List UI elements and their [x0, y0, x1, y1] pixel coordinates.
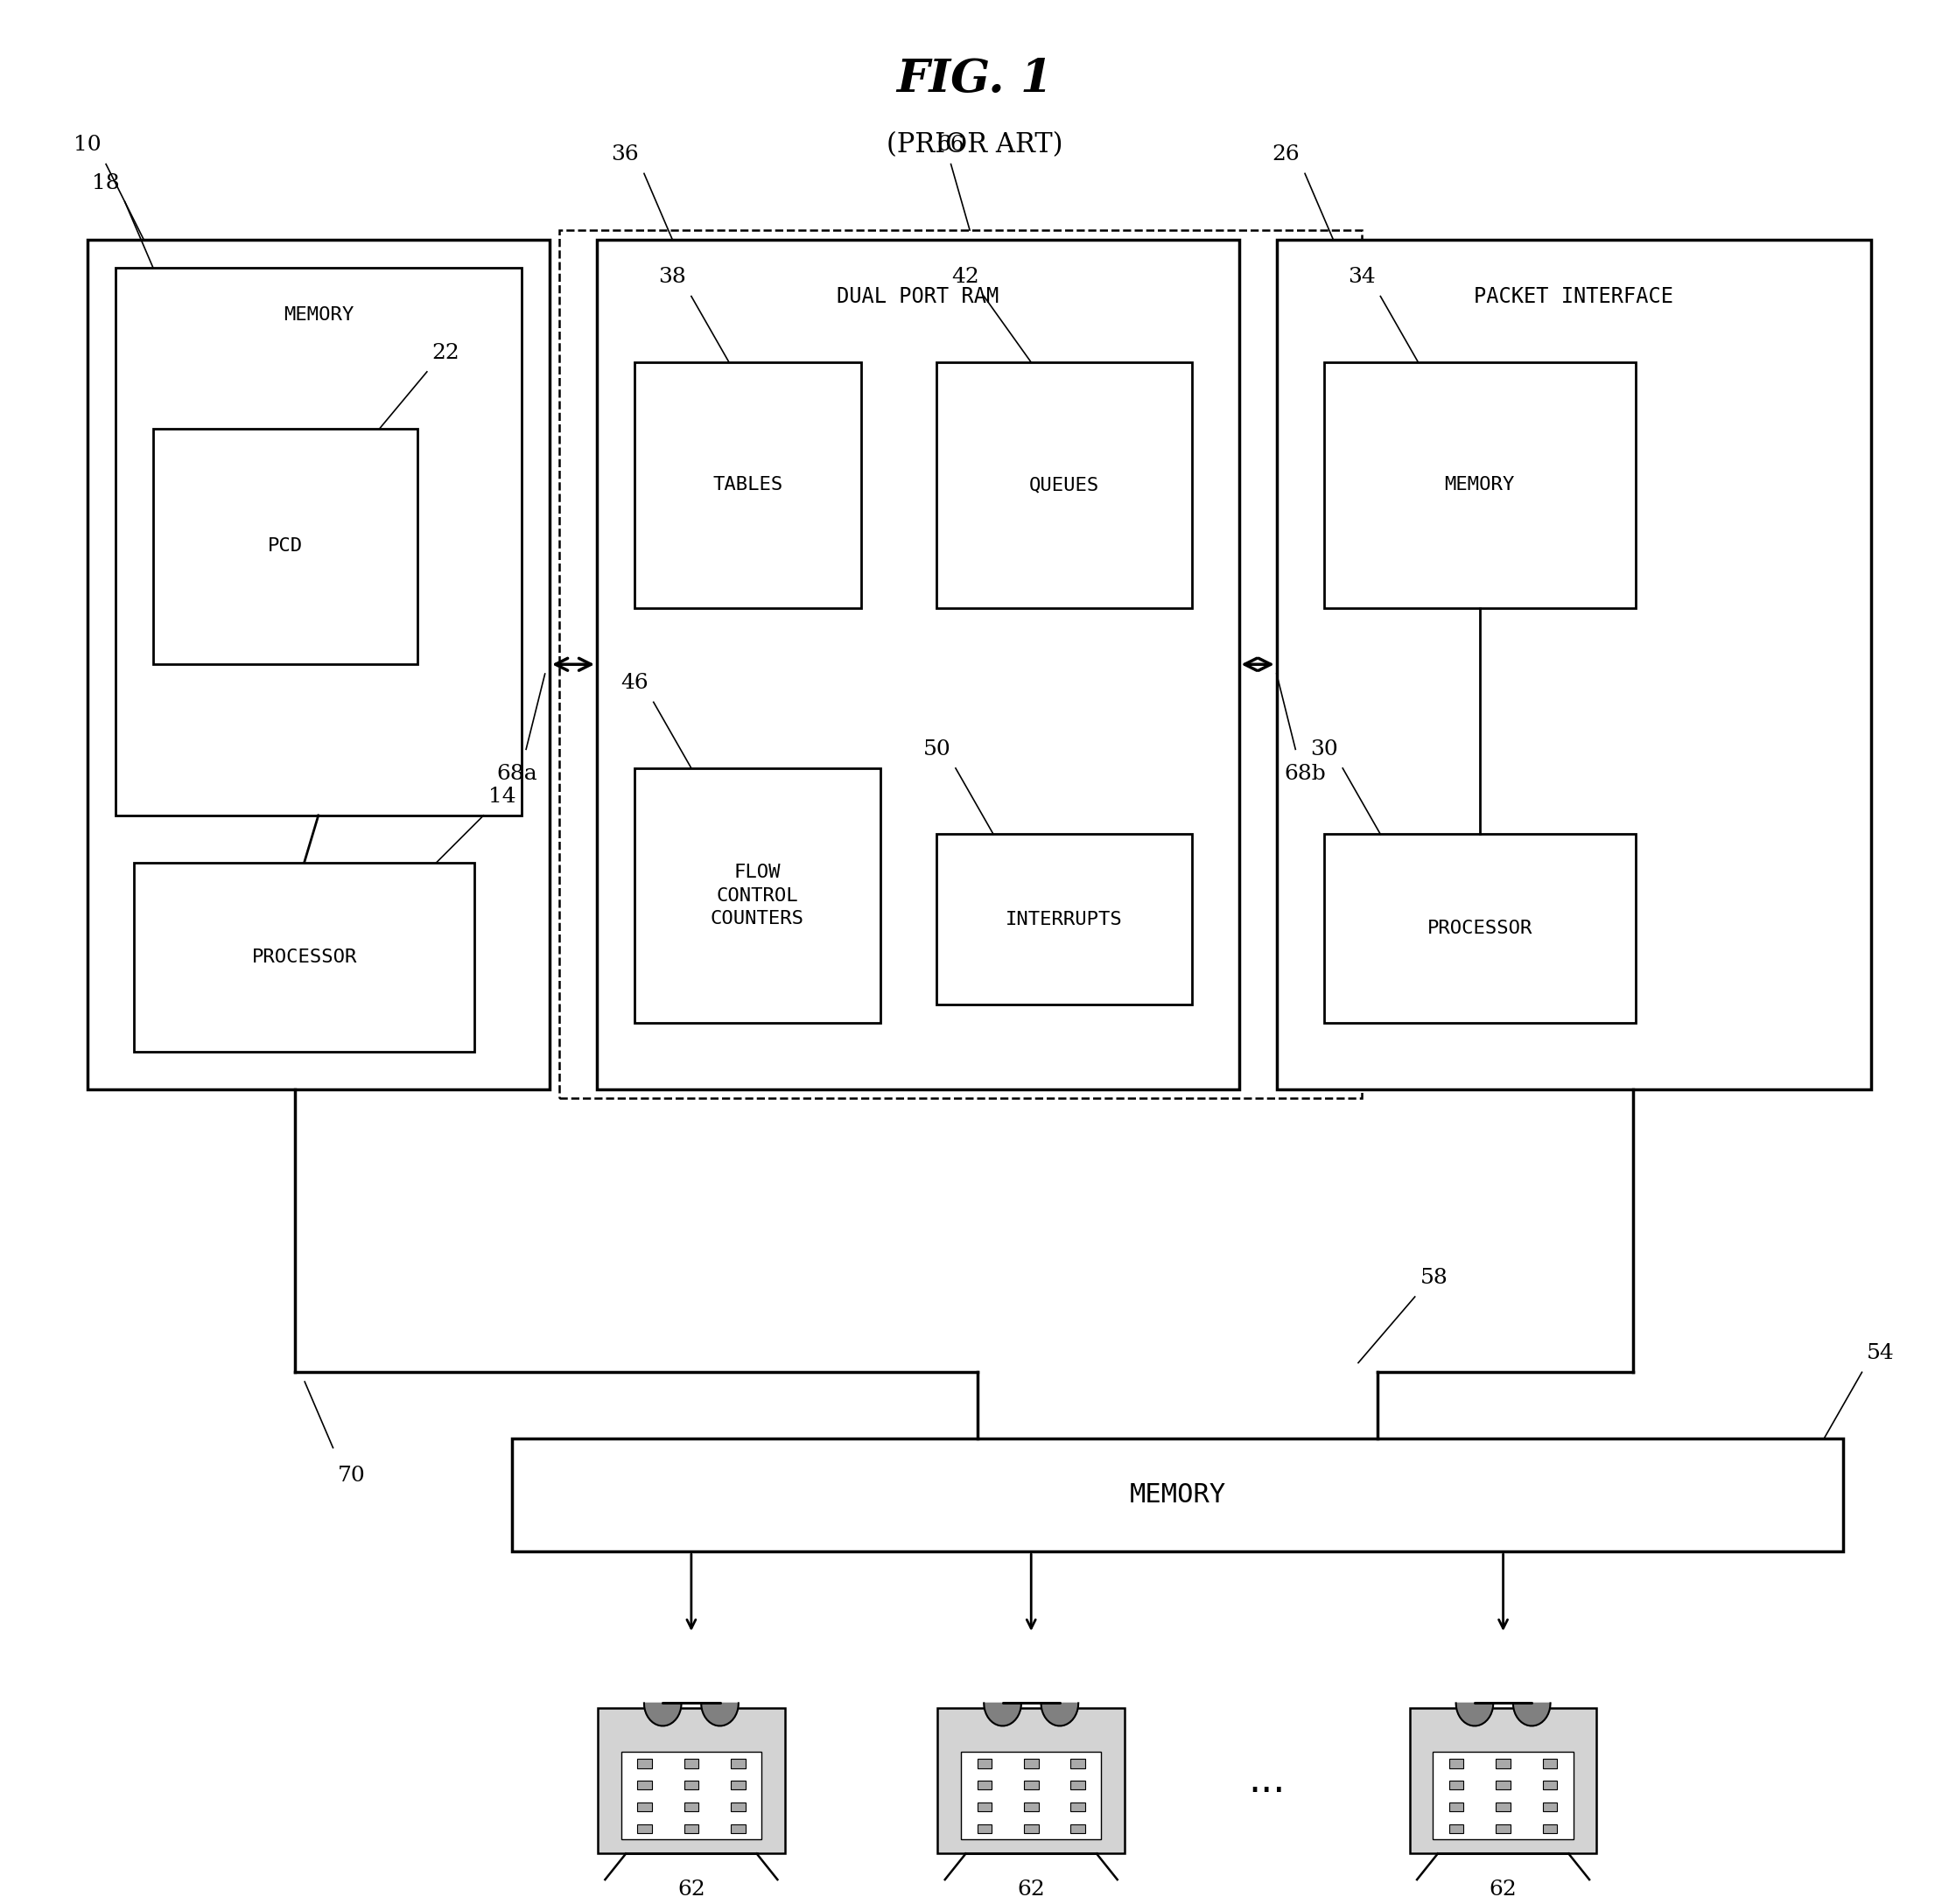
- Bar: [596, 240, 1240, 1089]
- Bar: [559, 230, 1362, 1099]
- Text: MEMORY: MEMORY: [283, 307, 353, 324]
- Bar: [1070, 1780, 1086, 1790]
- Bar: [731, 1759, 745, 1769]
- Text: 36: 36: [612, 145, 639, 166]
- Bar: [88, 240, 550, 1089]
- Text: DUAL PORT RAM: DUAL PORT RAM: [836, 286, 1000, 307]
- Bar: [1023, 1780, 1039, 1790]
- Bar: [976, 1824, 992, 1834]
- Bar: [1450, 1759, 1464, 1769]
- Text: 68b: 68b: [1284, 764, 1325, 784]
- Text: 42: 42: [951, 267, 978, 288]
- Bar: [598, 1708, 785, 1854]
- Text: 14: 14: [489, 786, 516, 807]
- Text: 66: 66: [937, 135, 965, 156]
- Text: 54: 54: [1867, 1344, 1894, 1363]
- Bar: [115, 268, 520, 815]
- Bar: [1023, 1759, 1039, 1769]
- Bar: [1497, 1780, 1510, 1790]
- Text: FLOW
CONTROL
COUNTERS: FLOW CONTROL COUNTERS: [711, 864, 805, 927]
- Text: TABLES: TABLES: [713, 476, 783, 493]
- Bar: [976, 1759, 992, 1769]
- Text: 46: 46: [620, 674, 649, 693]
- Polygon shape: [1041, 1702, 1078, 1725]
- Bar: [1409, 1708, 1596, 1854]
- Bar: [1542, 1780, 1557, 1790]
- Text: 62: 62: [678, 1879, 706, 1900]
- Text: (PRIOR ART): (PRIOR ART): [887, 131, 1062, 158]
- Bar: [1542, 1759, 1557, 1769]
- Text: 22: 22: [433, 343, 460, 364]
- Bar: [1323, 834, 1635, 1022]
- Bar: [1497, 1759, 1510, 1769]
- Bar: [1542, 1803, 1557, 1811]
- Text: 70: 70: [337, 1466, 366, 1487]
- Bar: [637, 1803, 651, 1811]
- Bar: [637, 1824, 651, 1834]
- Bar: [976, 1803, 992, 1811]
- Text: 62: 62: [1489, 1879, 1516, 1900]
- Polygon shape: [984, 1702, 1021, 1725]
- Bar: [1070, 1803, 1086, 1811]
- Text: PROCESSOR: PROCESSOR: [1427, 920, 1532, 937]
- Text: MEMORY: MEMORY: [1128, 1483, 1226, 1508]
- Text: MEMORY: MEMORY: [1444, 476, 1514, 493]
- Text: 50: 50: [922, 739, 951, 760]
- Bar: [937, 362, 1191, 607]
- Bar: [1497, 1824, 1510, 1834]
- Text: 10: 10: [74, 135, 101, 156]
- Bar: [637, 1759, 651, 1769]
- Bar: [1450, 1824, 1464, 1834]
- Text: INTERRUPTS: INTERRUPTS: [1006, 910, 1123, 927]
- Text: FIG. 1: FIG. 1: [897, 57, 1052, 101]
- Bar: [635, 767, 881, 1022]
- Bar: [731, 1780, 745, 1790]
- Bar: [684, 1803, 698, 1811]
- Text: 38: 38: [659, 267, 686, 288]
- Polygon shape: [1456, 1702, 1493, 1725]
- Bar: [731, 1803, 745, 1811]
- Bar: [976, 1780, 992, 1790]
- Text: PCD: PCD: [267, 537, 302, 556]
- Bar: [1023, 1824, 1039, 1834]
- Bar: [1070, 1824, 1086, 1834]
- Bar: [154, 428, 417, 664]
- Bar: [513, 1438, 1844, 1552]
- Bar: [1433, 1752, 1573, 1839]
- Text: 58: 58: [1421, 1268, 1448, 1287]
- Bar: [134, 863, 474, 1051]
- Bar: [1450, 1780, 1464, 1790]
- Text: 18: 18: [92, 173, 119, 192]
- Text: 68a: 68a: [497, 764, 538, 784]
- Bar: [961, 1752, 1101, 1839]
- Bar: [1070, 1759, 1086, 1769]
- Polygon shape: [643, 1702, 682, 1725]
- Bar: [1023, 1803, 1039, 1811]
- Text: 34: 34: [1347, 267, 1376, 288]
- Text: PROCESSOR: PROCESSOR: [251, 948, 357, 965]
- Bar: [1277, 240, 1871, 1089]
- Bar: [1542, 1824, 1557, 1834]
- Text: 26: 26: [1273, 145, 1300, 166]
- Bar: [684, 1824, 698, 1834]
- Bar: [731, 1824, 745, 1834]
- Bar: [937, 834, 1191, 1003]
- Text: 30: 30: [1310, 739, 1337, 760]
- Bar: [1450, 1803, 1464, 1811]
- Polygon shape: [702, 1702, 739, 1725]
- Bar: [637, 1780, 651, 1790]
- Bar: [622, 1752, 762, 1839]
- Bar: [937, 1708, 1125, 1854]
- Text: ...: ...: [1249, 1761, 1286, 1799]
- Bar: [635, 362, 861, 607]
- Text: QUEUES: QUEUES: [1029, 476, 1099, 493]
- Bar: [684, 1759, 698, 1769]
- Bar: [1323, 362, 1635, 607]
- Text: PACKET INTERFACE: PACKET INTERFACE: [1473, 286, 1674, 307]
- Text: 62: 62: [1017, 1879, 1045, 1900]
- Bar: [1497, 1803, 1510, 1811]
- Polygon shape: [1512, 1702, 1549, 1725]
- Bar: [684, 1780, 698, 1790]
